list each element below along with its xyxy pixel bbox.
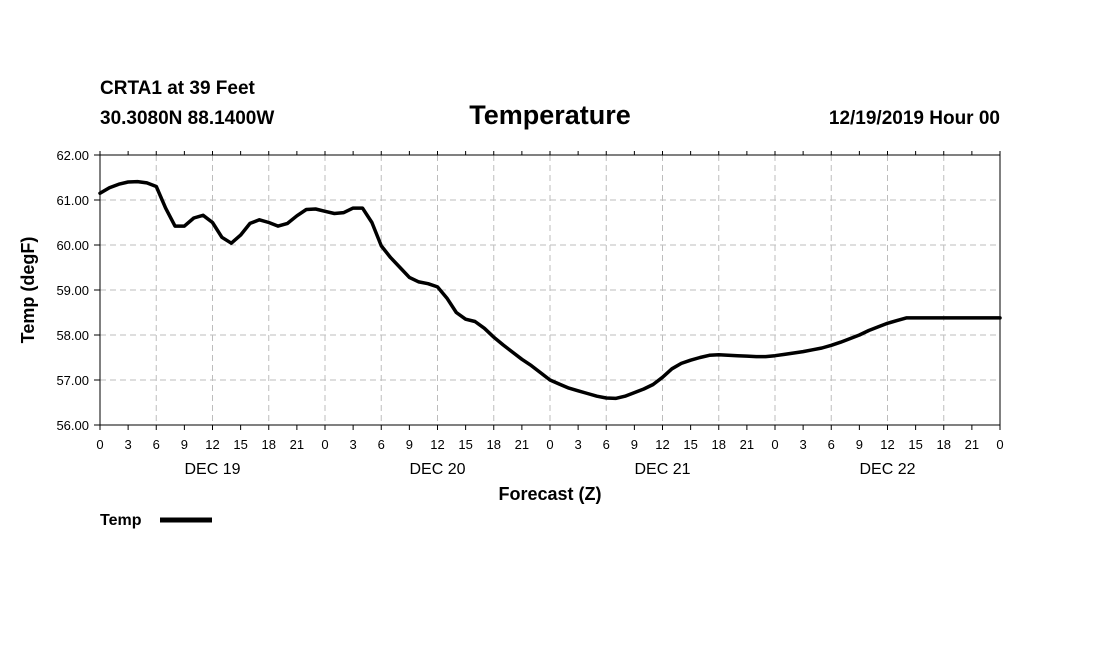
x-tick-label: 15 bbox=[683, 437, 697, 452]
run-time: 12/19/2019 Hour 00 bbox=[829, 108, 1000, 129]
y-tick-label: 58.00 bbox=[56, 328, 89, 343]
x-tick-label: 15 bbox=[458, 437, 472, 452]
series-layer bbox=[98, 179, 1002, 401]
x-tick-label: 18 bbox=[487, 437, 501, 452]
x-tick-label: 9 bbox=[181, 437, 188, 452]
x-tick-label: 3 bbox=[800, 437, 807, 452]
x-tick-label: 3 bbox=[125, 437, 132, 452]
y-axis: 56.00 57.00 58.00 59.00 60.00 61.00 62.00 bbox=[56, 148, 100, 433]
x-tick-label: 3 bbox=[350, 437, 357, 452]
x-tick-label: 9 bbox=[631, 437, 638, 452]
x-tick-label: 0 bbox=[546, 437, 553, 452]
x-tick-label: 21 bbox=[290, 437, 304, 452]
x-axis: 0 3 6 9 12 15 18 21 0 3 6 9 12 15 18 21 0 3 6 9 12 15 18 21 0 3 6 9… bbox=[96, 151, 1004, 452]
x-tick-label: 6 bbox=[603, 437, 610, 452]
day-labels: DEC 19 DEC 20 DEC 21 DEC 22 bbox=[184, 461, 915, 478]
y-tick-label: 60.00 bbox=[56, 238, 89, 253]
x-tick-label: 3 bbox=[575, 437, 582, 452]
x-tick-label: 6 bbox=[153, 437, 160, 452]
grid-lines bbox=[100, 155, 1000, 425]
station-label: CRTA1 at 39 Feet bbox=[100, 78, 256, 99]
legend: Temp bbox=[100, 512, 212, 529]
x-tick-label: 6 bbox=[828, 437, 835, 452]
x-tick-label: 0 bbox=[96, 437, 103, 452]
x-tick-label: 18 bbox=[712, 437, 726, 452]
x-tick-label: 0 bbox=[321, 437, 328, 452]
x-tick-label: 21 bbox=[515, 437, 529, 452]
x-tick-label: 12 bbox=[205, 437, 219, 452]
x-tick-label: 9 bbox=[856, 437, 863, 452]
y-axis-label: Temp (degF) bbox=[18, 237, 38, 344]
x-tick-label: 18 bbox=[937, 437, 951, 452]
x-tick-label: 12 bbox=[655, 437, 669, 452]
station-coords: 30.3080N 88.1400W bbox=[100, 108, 274, 129]
x-tick-label: 6 bbox=[378, 437, 385, 452]
x-tick-label: 9 bbox=[406, 437, 413, 452]
x-tick-label: 15 bbox=[908, 437, 922, 452]
x-tick-label: 0 bbox=[771, 437, 778, 452]
x-tick-label: 21 bbox=[740, 437, 754, 452]
y-tick-label: 61.00 bbox=[56, 193, 89, 208]
x-tick-label: 0 bbox=[996, 437, 1003, 452]
y-tick-label: 59.00 bbox=[56, 283, 89, 298]
chart-title: Temperature bbox=[469, 100, 631, 130]
y-tick-label: 62.00 bbox=[56, 148, 89, 163]
x-tick-label: 12 bbox=[880, 437, 894, 452]
legend-label: Temp bbox=[100, 512, 142, 529]
day-label: DEC 19 bbox=[184, 461, 240, 478]
x-axis-label: Forecast (Z) bbox=[498, 484, 601, 504]
series-line-temp bbox=[98, 179, 1002, 401]
x-tick-label: 18 bbox=[262, 437, 276, 452]
x-tick-label: 12 bbox=[430, 437, 444, 452]
x-tick-label: 15 bbox=[233, 437, 247, 452]
day-label: DEC 21 bbox=[634, 461, 690, 478]
day-label: DEC 20 bbox=[409, 461, 465, 478]
x-tick-label: 21 bbox=[965, 437, 979, 452]
day-label: DEC 22 bbox=[859, 461, 915, 478]
y-tick-label: 57.00 bbox=[56, 373, 89, 388]
y-tick-label: 56.00 bbox=[56, 418, 89, 433]
plot-frame bbox=[99, 154, 1001, 426]
